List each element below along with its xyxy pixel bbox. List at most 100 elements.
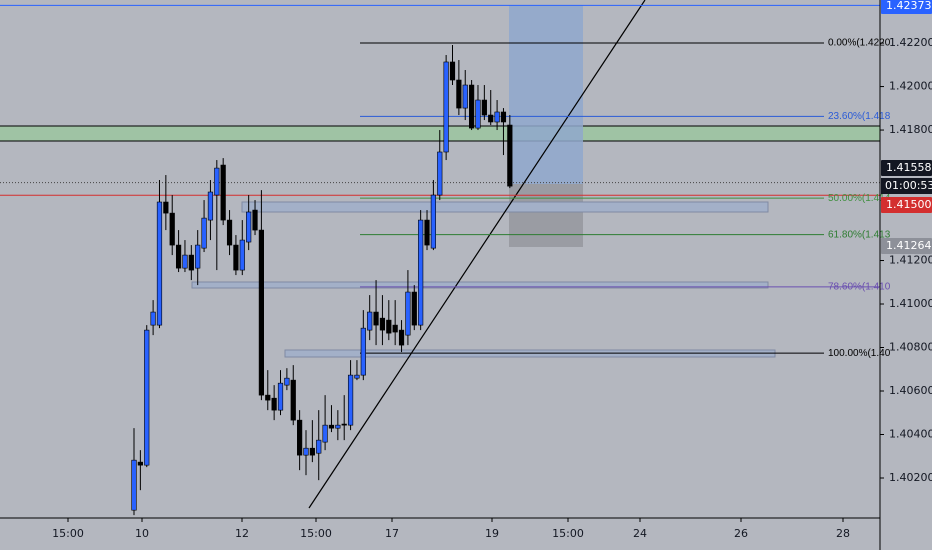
y-tick-label: 1.42200	[889, 36, 932, 49]
candle-body	[252, 209, 258, 231]
candle-body	[265, 394, 271, 401]
candle-body	[335, 424, 341, 429]
price-tag-label: 1.41264	[886, 239, 932, 252]
candle-body	[475, 99, 481, 129]
trend-line	[308, 0, 646, 509]
candle-body	[150, 311, 156, 326]
zone-rect	[241, 201, 769, 213]
y-tick-label: 1.41800	[889, 123, 932, 136]
price-tag-label: 1.41500	[886, 198, 932, 211]
candle-body	[430, 194, 436, 249]
price-tag	[881, 238, 932, 254]
candle-body	[316, 439, 322, 454]
candle-body	[195, 244, 201, 269]
fib-label: 61.80%(1.413	[828, 229, 891, 240]
x-tick-label: 19	[485, 527, 499, 540]
candle-body	[175, 244, 182, 269]
candle-body	[354, 374, 360, 379]
y-tick-label: 1.41200	[889, 254, 932, 267]
candle-body	[322, 424, 328, 443]
candle-body	[297, 419, 303, 456]
candle-body	[188, 254, 194, 271]
fib-label: 78.60%(1.410	[828, 281, 891, 292]
candle-body	[398, 329, 405, 346]
candle-body	[207, 191, 214, 221]
candle-body	[341, 423, 347, 426]
candle-body	[443, 61, 449, 153]
y-tick-label: 1.40400	[889, 427, 932, 440]
candle-body	[424, 219, 430, 246]
candle-body	[303, 447, 309, 456]
price-tag-label: 1.42373	[886, 0, 932, 12]
y-tick-label: 1.40800	[889, 341, 932, 354]
price-tag	[881, 0, 932, 14]
position-profit	[509, 5, 583, 184]
candle-body	[144, 329, 150, 466]
candle-body	[239, 239, 245, 271]
candle-body	[220, 164, 226, 221]
candle-body	[367, 311, 373, 331]
candle-body	[449, 61, 456, 81]
candle-body	[169, 212, 175, 246]
y-tick-label: 1.42000	[889, 80, 932, 93]
x-tick-label: 24	[633, 527, 647, 540]
candle-body	[347, 374, 354, 426]
candle-body	[163, 201, 169, 214]
candle-body	[246, 211, 252, 243]
candle-body	[271, 397, 277, 411]
x-tick-label: 15:00	[300, 527, 332, 540]
x-tick-label: 15:00	[552, 527, 584, 540]
candle-body	[456, 79, 462, 109]
candle-body	[360, 327, 366, 376]
candle-body	[201, 217, 207, 249]
y-tick-label: 1.41000	[889, 297, 932, 310]
candle-body	[233, 244, 239, 271]
candle-body	[494, 111, 500, 123]
candle-body	[131, 459, 137, 511]
x-tick-label: 15:00	[52, 527, 84, 540]
position-loss	[509, 184, 583, 247]
candle-body	[137, 461, 143, 466]
candle-body	[386, 319, 392, 334]
price-tag	[881, 197, 932, 213]
fib-label: 23.60%(1.418	[828, 111, 891, 122]
candle-body	[437, 151, 443, 196]
zone-rect	[191, 281, 769, 289]
candle-body	[290, 379, 296, 421]
candle-body	[488, 114, 494, 123]
fib-label: 0.00%(1.4220	[828, 38, 891, 49]
candle-body	[226, 219, 233, 246]
candle-body	[392, 324, 398, 333]
candle-body	[379, 317, 386, 331]
candle-body	[462, 84, 468, 109]
candle-body	[284, 377, 290, 386]
y-tick-label: 1.40600	[889, 384, 932, 397]
price-tag	[881, 160, 932, 176]
candle-body	[258, 229, 265, 396]
y-tick-label: 1.40200	[889, 471, 932, 484]
fib-label: 50.00%(1.414	[828, 193, 891, 204]
candle-body	[481, 99, 487, 116]
candle-body	[500, 111, 507, 123]
candle-body	[328, 424, 335, 429]
candle-body	[373, 311, 379, 326]
candle-body	[418, 219, 424, 326]
timer-tag	[881, 178, 932, 194]
candle-body	[156, 201, 163, 326]
x-tick-label: 17	[385, 527, 399, 540]
candle-body	[309, 447, 315, 456]
timer: 01:00:53	[885, 179, 932, 192]
x-tick-label: 12	[235, 527, 249, 540]
candle-body	[277, 382, 284, 411]
candle-body	[507, 124, 513, 187]
candle-body	[411, 291, 417, 326]
x-tick-label: 26	[734, 527, 748, 540]
candle-body	[182, 254, 188, 269]
fib-label: 100.00%(1.40	[828, 348, 891, 359]
x-tick-label: 10	[135, 527, 149, 540]
candle-body	[405, 291, 411, 336]
price-tag-label: 1.41558	[886, 161, 932, 174]
